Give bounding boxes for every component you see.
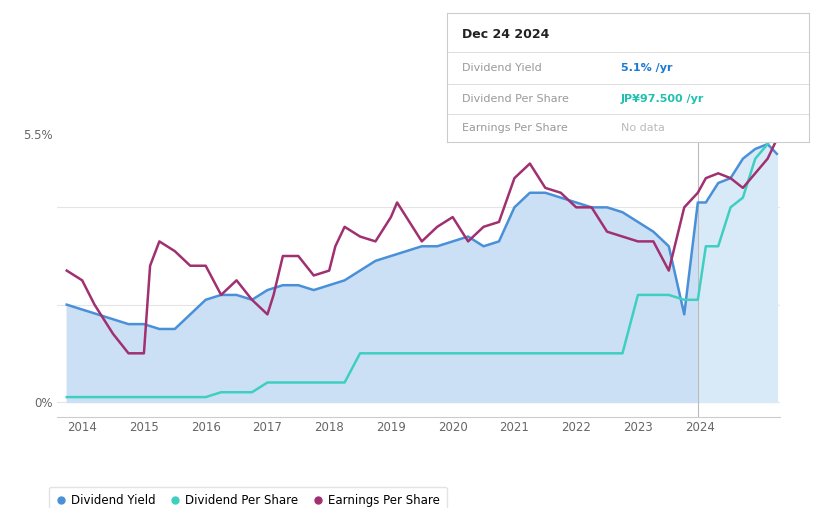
Text: 5.1% /yr: 5.1% /yr: [621, 63, 672, 73]
Text: Dividend Yield: Dividend Yield: [462, 63, 542, 73]
Text: Dec 24 2024: Dec 24 2024: [462, 28, 549, 41]
Legend: Dividend Yield, Dividend Per Share, Earnings Per Share: Dividend Yield, Dividend Per Share, Earn…: [49, 487, 447, 508]
Text: Past: Past: [708, 94, 731, 104]
Text: No data: No data: [621, 123, 665, 133]
Text: JP¥97.500 /yr: JP¥97.500 /yr: [621, 94, 704, 104]
Text: Dividend Per Share: Dividend Per Share: [462, 94, 569, 104]
Text: Earnings Per Share: Earnings Per Share: [462, 123, 567, 133]
